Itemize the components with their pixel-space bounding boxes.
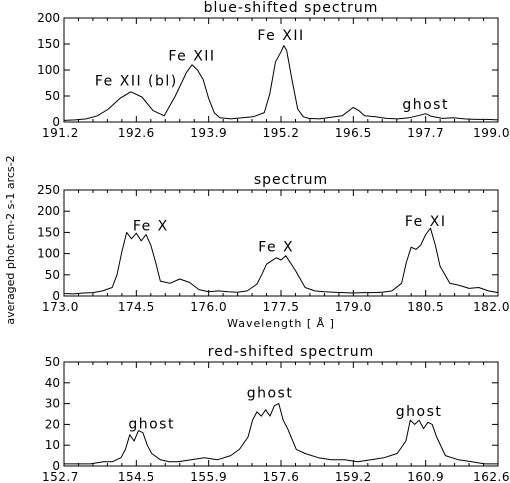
shared-y-axis-label: averaged phot cm-2 s-1 arcs-2 (4, 155, 17, 324)
x-tick-label: 162.6 (473, 470, 510, 483)
y-tick-label: 150 (37, 37, 60, 51)
x-tick-label: 176.0 (190, 300, 227, 314)
x-tick-label: 196.5 (335, 126, 372, 140)
chart-panel-3: red-shifted spectrum 152.7 154.5 155.9 157.6… (42, 344, 510, 483)
y-tick-label: 200 (37, 204, 60, 218)
y-tick-label: 0 (52, 115, 60, 129)
y-tick-label: 100 (37, 247, 60, 261)
chart-title: blue-shifted spectrum (204, 0, 379, 16)
y-tick-label: 200 (37, 11, 60, 25)
line-annotation: Fe X (258, 239, 294, 255)
y-tick-label: 10 (45, 438, 60, 452)
y-tick-label: 250 (37, 183, 60, 197)
x-tick-label: 180.5 (407, 300, 444, 314)
y-tick-label: 40 (45, 376, 60, 390)
line-annotation: Fe XII (257, 28, 304, 44)
x-tick-label: 157.6 (263, 470, 300, 483)
x-tick-label: 197.7 (407, 126, 444, 140)
spectrum-line-1 (63, 45, 499, 121)
x-tick-label: 174.5 (118, 300, 155, 314)
x-tick-label: 195.2 (263, 126, 300, 140)
line-annotation: ghost (402, 97, 449, 113)
x-tick-label: 159.2 (335, 470, 372, 483)
x-axis-label: Wavelength [ Å ] (227, 317, 335, 330)
y-tick-label: 50 (45, 355, 60, 369)
x-tick-label: 160.9 (407, 470, 444, 483)
x-tick-label: 179.0 (335, 300, 372, 314)
x-tick-label: 155.9 (190, 470, 227, 483)
y-tick-label: 150 (37, 225, 60, 239)
chart-title: spectrum (254, 172, 328, 188)
x-tick-label: 182.0 (473, 300, 510, 314)
line-annotation: Fe XI (405, 214, 447, 230)
y-tick-label: 50 (45, 89, 60, 103)
y-tick-label: 20 (45, 417, 60, 431)
spectrum-line-1 (64, 403, 498, 465)
line-annotation: ghost (128, 417, 175, 433)
y-tick-label: 0 (52, 459, 60, 473)
chart-panel-2: spectrum 173.0 174.5 176.0 177.5 179.0 180.5 18… (37, 172, 510, 330)
line-annotation: ghost (247, 385, 294, 401)
line-annotation: Fe X (133, 218, 169, 234)
x-tick-label: 193.9 (190, 126, 227, 140)
y-tick-label: 100 (37, 63, 60, 77)
x-tick-label: 177.5 (263, 300, 300, 314)
y-tick-label: 30 (45, 397, 60, 411)
x-tick-label: 152.7 (42, 470, 79, 483)
y-tick-label: 50 (45, 268, 60, 282)
x-tick-label: 199.0 (473, 126, 510, 140)
chart-panel-1: blue-shifted spectrum 191.2 192.6 193.9 195.… (37, 0, 510, 140)
x-tick-label: 192.6 (118, 126, 155, 140)
line-annotation: ghost (396, 404, 443, 420)
spectrum-line-1 (63, 227, 499, 295)
y-tick-label: 0 (52, 289, 60, 303)
line-annotation: Fe XII (bl) (95, 74, 178, 90)
chart-title: red-shifted spectrum (208, 344, 374, 360)
x-tick-label: 173.0 (42, 300, 79, 314)
x-tick-label: 154.5 (118, 470, 155, 483)
line-annotation: Fe XII (168, 49, 215, 65)
x-tick-label: 191.2 (42, 126, 79, 140)
